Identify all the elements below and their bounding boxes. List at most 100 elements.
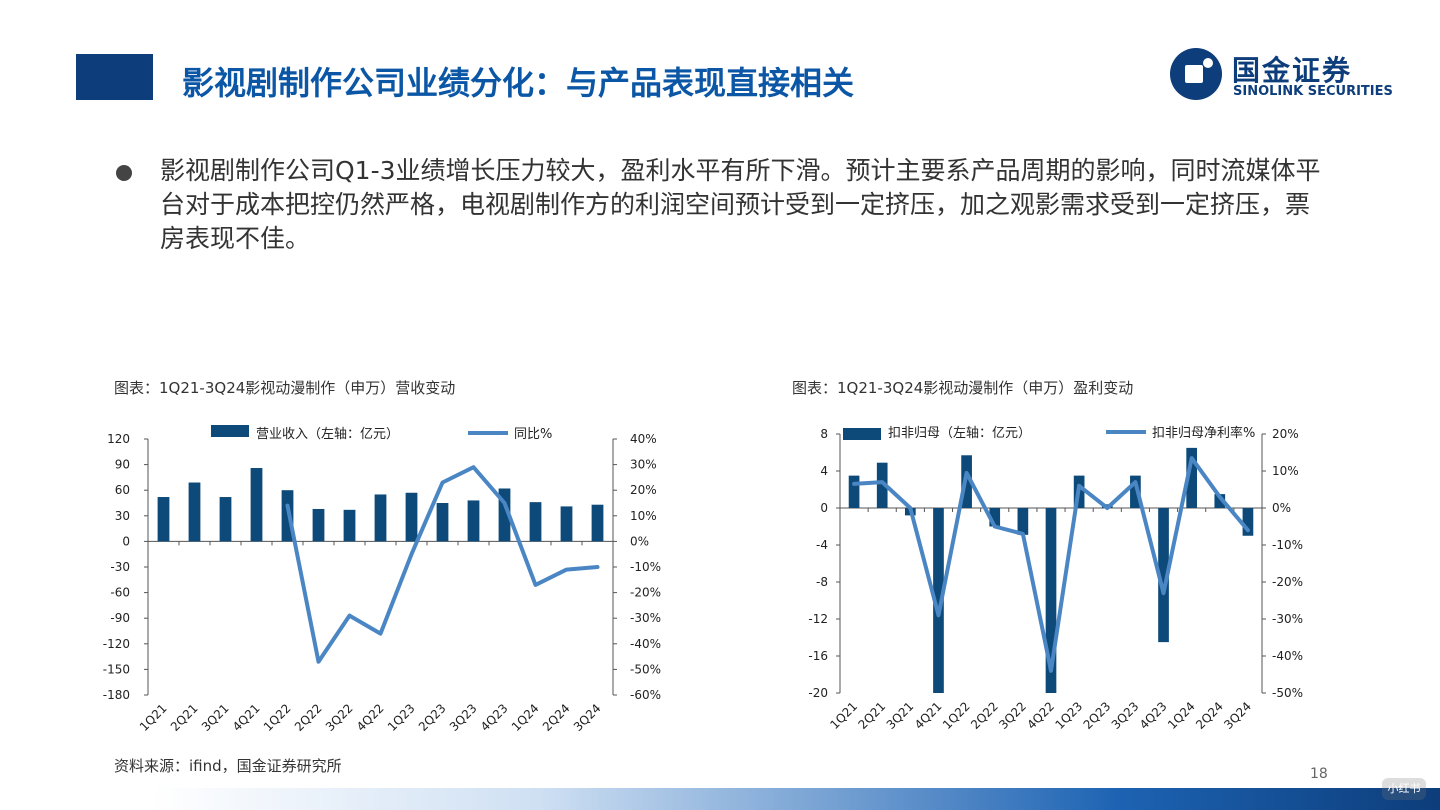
chart2-series-line (852, 456, 1250, 673)
chart2-legend-bar-swatch (843, 428, 881, 440)
chart2-bar (1242, 508, 1254, 536)
chart1-left-tick-label: 30 (115, 509, 130, 523)
chart1-x-tick-label: 4Q21 (230, 701, 263, 734)
chart1-right-tick-label: 10% (630, 509, 657, 523)
source-note: 资料来源：ifind，国金证券研究所 (114, 757, 342, 775)
chart2-x-tick-label: 1Q21 (827, 699, 860, 732)
chart1-right-tick-label: -30% (630, 611, 661, 625)
page-number: 18 (1310, 766, 1328, 782)
chart2-x-tick-label: 1Q23 (1052, 699, 1085, 732)
chart1-bar (250, 468, 263, 542)
chart1-bar (219, 497, 232, 542)
chart1-x-tick-label: 3Q24 (571, 701, 604, 734)
watermark-badge: 小红书 (1382, 778, 1426, 800)
chart2-x-tick-label: 4Q21 (912, 699, 945, 732)
chart2-x-tick-label: 4Q22 (1024, 699, 1057, 732)
chart1-left-tick-label: -180 (103, 688, 130, 702)
chart1-bar (188, 482, 201, 542)
chart1-bar (405, 492, 418, 542)
chart1-x-tick-label: 3Q23 (447, 701, 480, 734)
chart1-bar (560, 506, 573, 542)
chart2-right-tick-label: 0% (1272, 501, 1291, 515)
bullet-icon (116, 165, 132, 181)
chart1-left-tick-label: 0 (122, 534, 130, 548)
chart1-right-tick-label: 0% (630, 534, 649, 548)
chart2-x-tick-label: 4Q23 (1137, 699, 1170, 732)
chart1-bar (436, 503, 449, 542)
chart1-x-tick-label: 2Q21 (168, 701, 201, 734)
chart1-legend-line-label: 同比% (514, 427, 552, 442)
chart2-right-tick-label: -40% (1272, 649, 1303, 663)
chart1-right-tick-label: -40% (630, 637, 661, 651)
chart2-bar (989, 508, 1001, 527)
chart1-legend-bar-swatch (211, 425, 249, 437)
chart2-x-tick-label: 3Q22 (996, 699, 1029, 732)
chart1-x-tick-label: 3Q21 (199, 701, 232, 734)
chart2-caption: 图表：1Q21-3Q24影视动漫制作（申万）盈利变动 (792, 379, 1134, 397)
chart1-caption: 图表：1Q21-3Q24影视动漫制作（申万）营收变动 (114, 379, 456, 397)
chart2-x-tick-label: 2Q22 (968, 699, 1001, 732)
logo-mark-icon (1170, 48, 1222, 100)
chart2-legend-bar-label: 扣非归母（左轴：亿元） (888, 426, 1031, 441)
chart2-x-tick-label: 3Q24 (1221, 699, 1254, 732)
chart2-right-tick-label: 10% (1272, 464, 1299, 478)
chart1-x-tick-label: 4Q22 (354, 701, 387, 734)
bullet-text: 影视剧制作公司Q1-3业绩增长压力较大，盈利水平有所下滑。预计主要系产品周期的影… (160, 156, 1321, 253)
chart1-series-line (285, 465, 600, 664)
chart1-right-tick-label: 40% (630, 432, 657, 446)
logo-text-en: SINOLINK SECURITIES (1233, 84, 1393, 99)
chart1-bar (591, 504, 604, 542)
chart1-left-tick-label: 90 (115, 458, 130, 472)
chart1-bar (467, 500, 480, 542)
chart2-bar (1186, 447, 1198, 508)
chart1-right-tick-label: -60% (630, 688, 661, 702)
chart1-x-tick-label: 1Q21 (137, 701, 170, 734)
footer-bar (152, 788, 1440, 810)
chart1-right-tick-label: -50% (630, 662, 661, 676)
chart2-left-tick-label: -4 (816, 538, 828, 552)
chart2-left-tick-label: 4 (820, 464, 828, 478)
chart2-left-tick-label: -20 (808, 686, 828, 700)
chart2-x-tick-label: 2Q24 (1193, 699, 1226, 732)
chart2-left-tick-label: -12 (808, 612, 828, 626)
chart1-x-tick-label: 3Q22 (323, 701, 356, 734)
chart2-bar (1045, 508, 1057, 693)
chart1-left-tick-label: -90 (110, 611, 130, 625)
chart2-left-tick-label: -16 (808, 649, 828, 663)
chart2-left-tick-label: 0 (820, 501, 828, 515)
chart2-legend-line-label: 扣非归母净利率% (1152, 425, 1255, 441)
chart2-x-tick-label: 3Q21 (884, 699, 917, 732)
chart1-bar (312, 508, 325, 542)
chart1-left-tick-label: -30 (110, 560, 130, 574)
chart1-bar (498, 488, 511, 542)
chart1-right-tick-label: -20% (630, 586, 661, 600)
chart1-bar (529, 502, 542, 542)
chart1-right-tick-label: -10% (630, 560, 661, 574)
chart1-left-tick-label: 120 (107, 432, 130, 446)
chart2-bar (1130, 475, 1141, 508)
chart2-x-tick-label: 1Q22 (940, 699, 973, 732)
chart1-right-tick-label: 20% (630, 483, 657, 497)
chart1-x-tick-label: 2Q22 (292, 701, 325, 734)
chart2-right-tick-label: -50% (1272, 686, 1303, 700)
chart1-x-tick-label: 2Q24 (540, 701, 573, 734)
chart1-legend-bar-label: 营业收入（左轴：亿元） (256, 427, 399, 442)
chart2-right-tick-label: -10% (1272, 538, 1303, 552)
chart1-bar (374, 494, 387, 542)
chart2-x-tick-label: 2Q21 (856, 699, 889, 732)
chart2-x-tick-label: 2Q23 (1081, 699, 1114, 732)
chart1-bar (343, 509, 356, 542)
chart1-x-tick-label: 2Q23 (416, 701, 449, 734)
chart1-x-tick-label: 1Q23 (385, 701, 418, 734)
chart2-bar (848, 475, 860, 508)
chart1-x-tick-label: 4Q23 (478, 701, 511, 734)
chart1-x-tick-label: 1Q24 (509, 701, 542, 734)
chart2-bar (933, 508, 944, 693)
chart2-bar (1214, 494, 1226, 508)
chart1-left-tick-label: -120 (103, 637, 130, 651)
chart1-right-tick-label: 30% (630, 458, 657, 472)
logo-text-cn: 国金证券 (1232, 54, 1353, 87)
chart1-left-tick-label: -150 (103, 662, 130, 676)
chart2-right-tick-label: 20% (1272, 427, 1299, 441)
